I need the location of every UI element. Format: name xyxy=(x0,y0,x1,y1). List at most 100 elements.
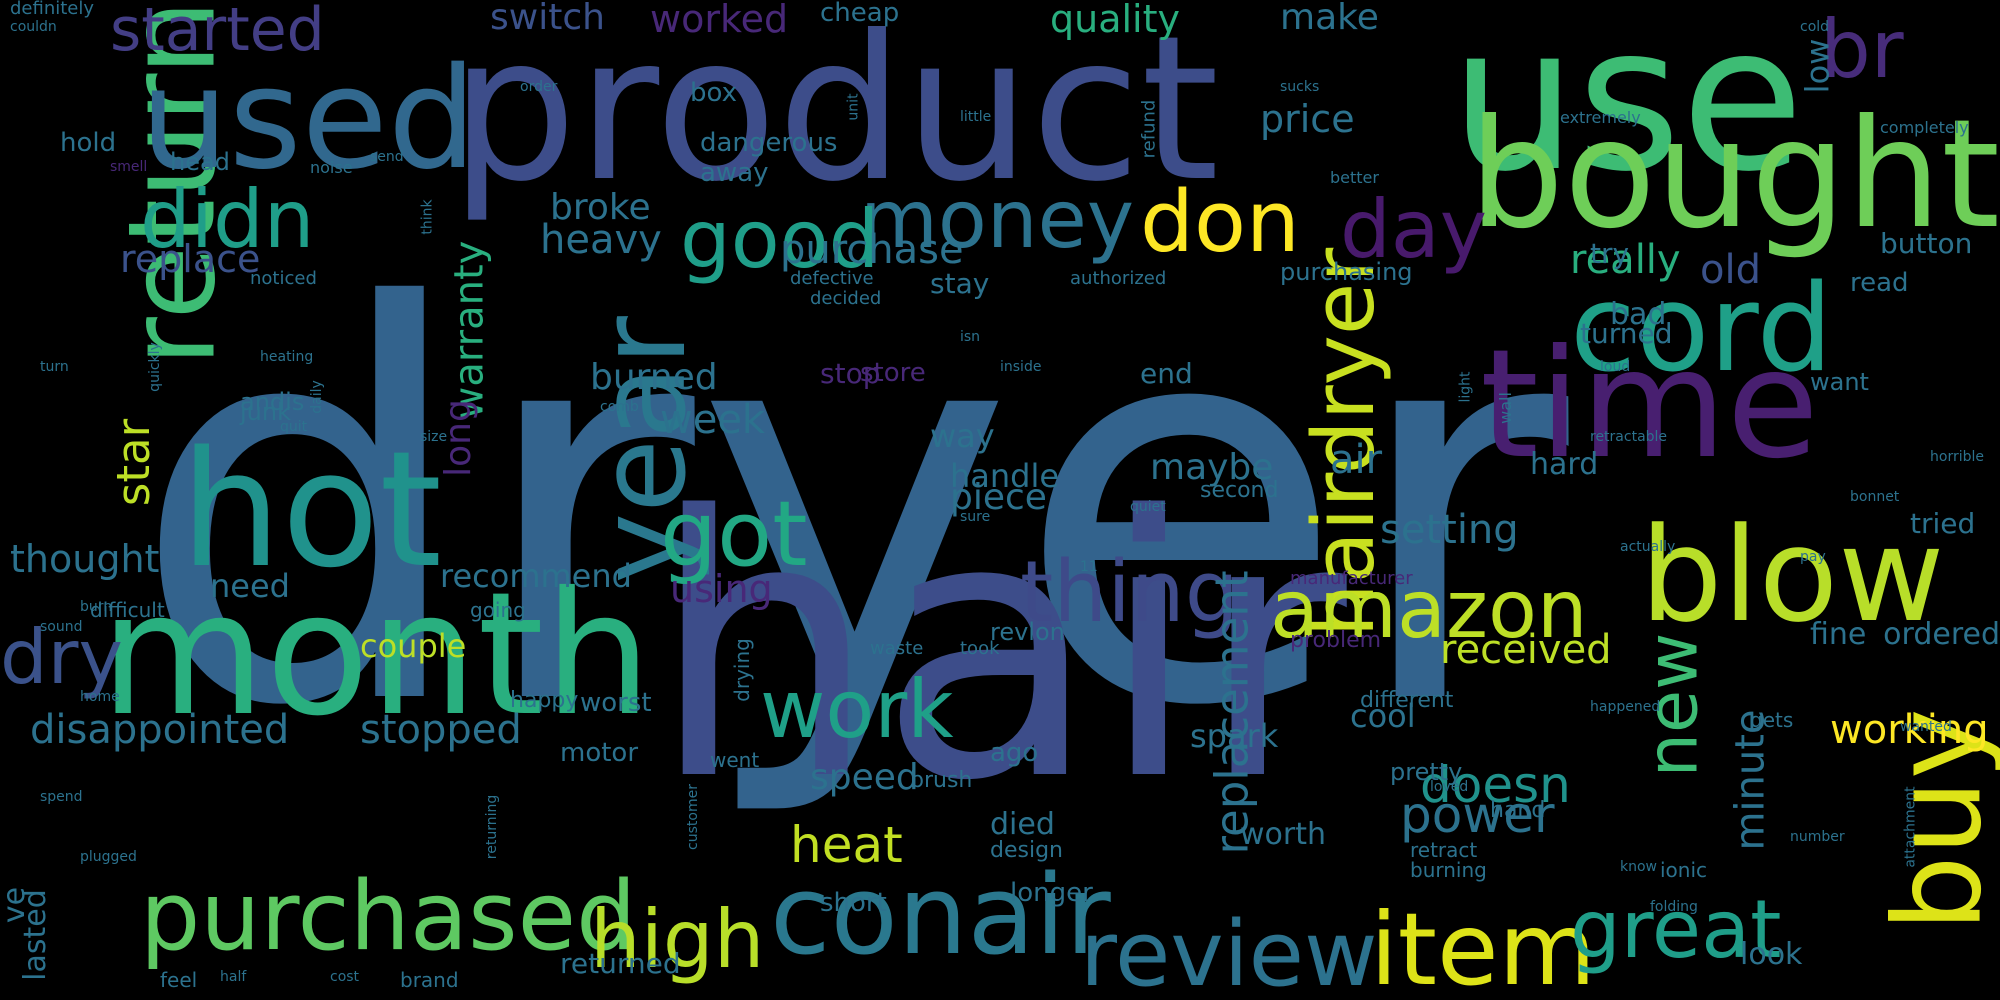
cloud-word-speed: speed xyxy=(810,757,919,798)
cloud-word-worked: worked xyxy=(650,0,789,41)
cloud-word-tried: tried xyxy=(1910,507,1976,540)
cloud-word-used: used xyxy=(140,38,477,201)
cloud-word-read: read xyxy=(1850,268,1909,298)
cloud-word-heating: heating xyxy=(260,349,314,365)
cloud-word-look: look xyxy=(1740,937,1803,972)
cloud-word-authorized: authorized xyxy=(1070,268,1167,289)
cloud-word-comb: comb xyxy=(600,399,639,415)
cloud-word-defective: defective xyxy=(790,268,874,289)
cloud-word-plugged: plugged xyxy=(80,849,137,865)
cloud-word-noise: noise xyxy=(310,158,353,177)
cloud-word-11: 11 xyxy=(1080,559,1098,575)
cloud-word-use: use xyxy=(1450,0,1805,216)
cloud-word-don: don xyxy=(1140,173,1300,272)
cloud-word-low: low xyxy=(1798,38,1837,94)
cloud-word-difficult: difficult xyxy=(90,598,165,622)
cloud-word-number: number xyxy=(1790,829,1845,845)
cloud-word-send: send xyxy=(370,149,404,165)
cloud-word-warranty: warranty xyxy=(446,240,493,420)
cloud-word-little: little xyxy=(960,109,992,125)
cloud-word-attachment: attachment xyxy=(1902,786,1919,868)
cloud-word-short: short xyxy=(820,888,887,918)
cloud-word-going: going xyxy=(470,598,526,622)
cloud-word-power: power xyxy=(1400,786,1555,844)
cloud-word-order: order xyxy=(520,79,558,95)
cloud-word-quiet: quiet xyxy=(1130,499,1166,515)
cloud-word-gets: gets xyxy=(1750,708,1794,732)
cloud-word-couldn: couldn xyxy=(10,19,57,35)
cloud-word-quit: quit xyxy=(280,419,308,435)
cloud-word-worst: worst xyxy=(580,688,652,718)
cloud-word-quickly: quickly xyxy=(146,342,163,392)
cloud-word-problem: problem xyxy=(1290,628,1382,653)
cloud-word-stop: stop xyxy=(820,357,881,390)
cloud-word-design: design xyxy=(990,838,1063,863)
cloud-word-wall: wall xyxy=(1495,392,1515,424)
cloud-word-sucks: sucks xyxy=(1280,79,1320,95)
cloud-word-price: price xyxy=(1260,97,1355,141)
cloud-word-heat: heat xyxy=(790,816,903,874)
cloud-word-disappointed: disappointed xyxy=(30,707,290,753)
cloud-word-bad: bad xyxy=(1610,297,1667,332)
cloud-word-loud: loud xyxy=(1600,359,1631,375)
cloud-word-piece: piece xyxy=(950,477,1047,518)
cloud-word-blow: blow xyxy=(1640,499,1945,651)
cloud-word-cold: cold xyxy=(1800,19,1830,35)
cloud-word-andis: andis xyxy=(240,388,305,416)
cloud-word-sure: sure xyxy=(960,509,991,525)
cloud-word-home: home xyxy=(80,689,120,705)
cloud-word-fine: fine xyxy=(1810,617,1867,652)
cloud-word-handle: handle xyxy=(950,457,1060,495)
cloud-word-worth: worth xyxy=(1240,817,1327,852)
cloud-word-pretty: pretty xyxy=(1390,758,1463,786)
cloud-word-purchased: purchased xyxy=(140,862,637,972)
cloud-word-inside: inside xyxy=(1000,359,1042,375)
cloud-word-review: review xyxy=(1080,902,1378,1000)
cloud-word-junk: junk xyxy=(240,398,291,426)
cloud-word-star: star xyxy=(107,418,161,507)
cloud-word-purchasing: purchasing xyxy=(1280,258,1413,286)
cloud-word-hand: hand xyxy=(1490,798,1546,823)
cloud-word-month: month xyxy=(100,556,652,754)
cloud-word-received: received xyxy=(1440,627,1612,673)
cloud-word-daily: daily xyxy=(308,380,325,414)
cloud-word-retractable: retractable xyxy=(1590,429,1668,445)
cloud-word-head: head xyxy=(170,148,230,176)
cloud-word-bonnet: bonnet xyxy=(1850,489,1900,505)
cloud-word-got: got xyxy=(660,482,808,587)
cloud-word-button: button xyxy=(1880,227,1973,260)
cloud-word-way: way xyxy=(930,417,995,455)
cloud-word-turned: turned xyxy=(1580,317,1673,350)
cloud-word-thought: thought xyxy=(10,537,160,581)
cloud-word-couple: couple xyxy=(360,627,467,665)
cloud-word-conair: conair xyxy=(770,851,1111,979)
cloud-word-dry: dry xyxy=(0,613,123,701)
cloud-word-away: away xyxy=(700,158,769,188)
cloud-word-week: week xyxy=(660,397,766,443)
cloud-word-thing: thing xyxy=(1020,543,1239,642)
cloud-word-ordered: ordered xyxy=(1883,617,2000,652)
cloud-word-horrible: horrible xyxy=(1930,449,1984,465)
cloud-word-bought: bought xyxy=(1468,88,2000,262)
cloud-word-setting: setting xyxy=(1380,507,1519,553)
cloud-word-air: air xyxy=(1330,437,1383,483)
cloud-word-hold: hold xyxy=(60,128,117,158)
cloud-word-cord: cord xyxy=(1570,260,1833,399)
cloud-word-size: size xyxy=(420,429,448,445)
cloud-word-folding: folding xyxy=(1650,899,1698,915)
cloud-word-burning: burning xyxy=(1410,858,1487,882)
cloud-word-time: time xyxy=(1480,318,1819,492)
cloud-word-completely: completely xyxy=(1880,118,1969,137)
cloud-word-revlon: revlon xyxy=(990,618,1065,646)
cloud-word-ionic: ionic xyxy=(1660,858,1708,882)
cloud-word-old: old xyxy=(1700,247,1761,293)
cloud-word-burn: burn xyxy=(80,599,113,615)
cloud-word-dangerous: dangerous xyxy=(700,128,838,158)
cloud-word-br: br xyxy=(1820,3,1904,96)
cloud-word-high: high xyxy=(590,893,765,986)
cloud-word-better: better xyxy=(1330,168,1379,187)
cloud-word-stay: stay xyxy=(930,267,990,300)
cloud-word-think: think xyxy=(419,199,436,235)
cloud-word-hot: hot xyxy=(180,416,443,603)
cloud-word-money: money xyxy=(860,173,1135,266)
